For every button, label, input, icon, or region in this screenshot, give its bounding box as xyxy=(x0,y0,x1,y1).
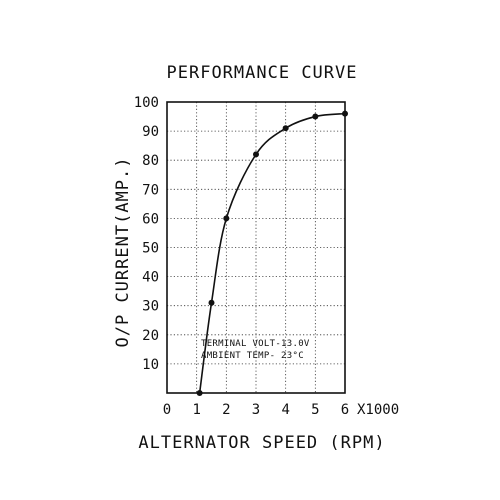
x-axis-label: ALTERNATOR SPEED (RPM) xyxy=(138,433,385,453)
data-point xyxy=(282,125,289,132)
x-tick-label: 6 xyxy=(341,402,349,418)
y-tick-label: 80 xyxy=(142,153,159,169)
y-tick-labels: 10 20 30 40 50 60 70 80 90 100 xyxy=(134,95,159,373)
y-tick-label: 60 xyxy=(142,211,159,227)
plot-frame xyxy=(166,101,346,394)
y-tick-label: 30 xyxy=(142,299,159,315)
data-points xyxy=(196,110,348,396)
x-tick-label: 3 xyxy=(252,402,260,418)
y-tick-label: 70 xyxy=(142,182,159,198)
data-point xyxy=(312,113,319,120)
y-tick-label: 90 xyxy=(142,124,159,140)
y-tick-label: 50 xyxy=(142,241,159,257)
annotation-terminal-volt: TERMINAL VOLT-13.0V xyxy=(201,339,310,349)
data-point xyxy=(208,299,215,306)
y-tick-label: 10 xyxy=(142,357,159,373)
data-point xyxy=(253,151,259,158)
x-tick-label: 4 xyxy=(281,402,289,418)
y-axis-label: O/P CURRENT(AMP.) xyxy=(113,157,133,348)
grid xyxy=(167,102,345,393)
y-tick-label: 100 xyxy=(134,95,159,111)
data-point xyxy=(342,110,348,117)
x-tick-label: 2 xyxy=(222,402,230,418)
x-tick-label: 1 xyxy=(192,402,200,418)
y-tick-label: 20 xyxy=(142,328,159,344)
x-tick-label: 5 xyxy=(311,402,319,418)
x-tick-label: 0 xyxy=(163,402,171,418)
annotation-ambient-temp: AMBIENT TEMP- 23°C xyxy=(201,351,304,361)
data-point xyxy=(223,215,230,222)
y-tick-label: 40 xyxy=(142,270,159,286)
chart-title: PERFORMANCE CURVE xyxy=(167,63,358,83)
x-tick-labels: 0 1 2 3 4 5 6 xyxy=(163,402,349,418)
x-multiplier-label: X1000 xyxy=(357,402,399,418)
data-point xyxy=(196,390,203,396)
